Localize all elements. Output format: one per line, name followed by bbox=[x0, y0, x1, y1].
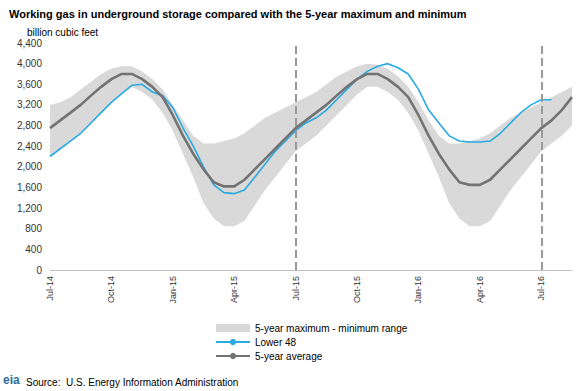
svg-text:Source: U.S. Energy Informati: Source: U.S. Energy Information Administ… bbox=[26, 377, 238, 388]
svg-text:4,000: 4,000 bbox=[17, 58, 42, 69]
svg-text:2,800: 2,800 bbox=[17, 120, 42, 131]
svg-text:4,400: 4,400 bbox=[17, 38, 42, 49]
svg-text:1,200: 1,200 bbox=[17, 203, 42, 214]
svg-text:Apr-15: Apr-15 bbox=[229, 276, 239, 303]
svg-text:400: 400 bbox=[25, 244, 42, 255]
svg-text:Jan-15: Jan-15 bbox=[168, 276, 178, 304]
svg-text:Oct-14: Oct-14 bbox=[106, 276, 116, 303]
svg-text:Jul-16: Jul-16 bbox=[536, 276, 546, 301]
svg-text:Apr-16: Apr-16 bbox=[475, 276, 485, 303]
svg-text:Working gas in underground sto: Working gas in underground storage compa… bbox=[9, 8, 467, 20]
svg-text:Jul-14: Jul-14 bbox=[45, 276, 55, 301]
svg-text:Lower 48: Lower 48 bbox=[255, 337, 297, 348]
svg-text:5-year average: 5-year average bbox=[255, 351, 323, 362]
svg-text:1,600: 1,600 bbox=[17, 182, 42, 193]
svg-text:eia: eia bbox=[3, 373, 20, 387]
svg-text:5-year maximum - minimum range: 5-year maximum - minimum range bbox=[255, 323, 408, 334]
svg-text:800: 800 bbox=[25, 223, 42, 234]
svg-text:0: 0 bbox=[36, 265, 42, 276]
svg-text:2,000: 2,000 bbox=[17, 161, 42, 172]
svg-text:2,400: 2,400 bbox=[17, 141, 42, 152]
svg-text:Oct-15: Oct-15 bbox=[352, 276, 362, 303]
svg-text:3,600: 3,600 bbox=[17, 79, 42, 90]
svg-text:Jan-16: Jan-16 bbox=[413, 276, 423, 304]
svg-text:billion cubic feet: billion cubic feet bbox=[27, 27, 98, 38]
svg-text:3,200: 3,200 bbox=[17, 99, 42, 110]
svg-text:Jul-15: Jul-15 bbox=[291, 276, 301, 301]
